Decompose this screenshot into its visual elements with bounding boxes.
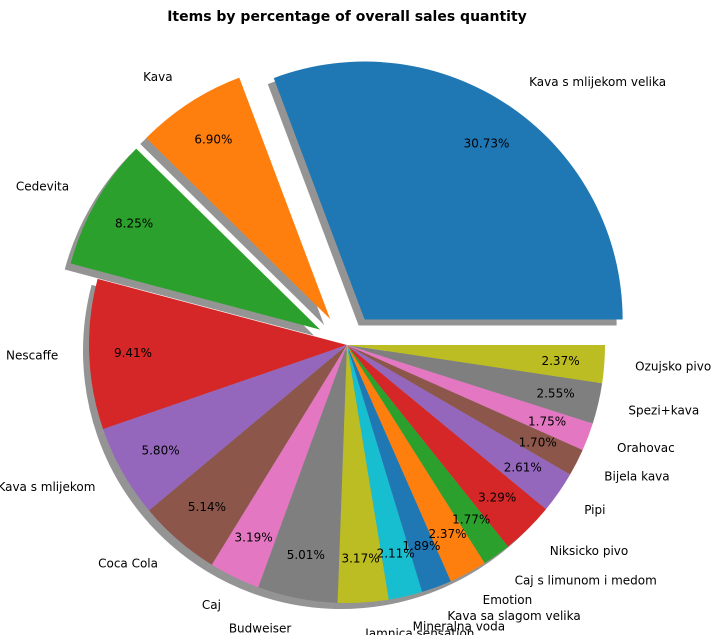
category-label-cedevita: Cedevita bbox=[16, 180, 69, 194]
pct-label-kava-sa-slagom-velika: 1.89% bbox=[402, 539, 440, 553]
pie-slices bbox=[70, 61, 623, 604]
category-label-niksicko-pivo: Niksicko pivo bbox=[550, 544, 629, 558]
category-label-budweiser: Budweiser bbox=[229, 622, 292, 635]
slice-spezi-kava bbox=[347, 345, 603, 424]
pct-label-coca-cola: 5.14% bbox=[188, 500, 226, 514]
pct-label-pipi: 2.61% bbox=[504, 460, 542, 474]
category-label-jamnica-sensation: Jamnica sensation bbox=[364, 626, 474, 635]
category-label-mineralna-voda: Mineralna voda bbox=[413, 619, 505, 633]
pct-label-orahovac: 1.75% bbox=[528, 414, 566, 428]
slice-kava-sa-slagom-velika bbox=[347, 345, 451, 592]
slice-emotion bbox=[347, 345, 485, 582]
pct-label-caj: 3.19% bbox=[235, 531, 273, 545]
pct-label-niksicko-pivo: 3.29% bbox=[478, 491, 516, 505]
pct-label-cedevita: 8.25% bbox=[115, 217, 153, 231]
pct-label-nescaffe: 9.41% bbox=[114, 346, 152, 360]
slice-pipi bbox=[347, 345, 571, 510]
category-label-kava-s-mlijekom: Kava s mlijekom bbox=[0, 480, 95, 494]
category-label-orahovac: Orahovac bbox=[617, 441, 675, 455]
category-label-kava-s-mlijekom-velika: Kava s mlijekom velika bbox=[529, 75, 666, 89]
category-label-ozujsko-pivo: Ozujsko pivo bbox=[635, 359, 711, 373]
pct-label-jamnica-sensation: 3.17% bbox=[341, 552, 379, 566]
slice-bijela-kava bbox=[347, 345, 583, 475]
pct-label-emotion: 2.37% bbox=[428, 527, 466, 541]
slice-jamnica-sensation bbox=[337, 345, 389, 604]
slice-kava bbox=[146, 77, 331, 320]
slice-kava-s-mlijekom bbox=[103, 345, 347, 511]
category-labels: Kava s mlijekom velika Kava Cedevita Nescaf… bbox=[0, 70, 711, 635]
slice-mineralna-voda bbox=[347, 345, 423, 600]
pct-label-ozujsko-pivo: 2.37% bbox=[541, 354, 579, 368]
slice-niksicko-pivo bbox=[347, 345, 547, 547]
slice-nescaffe bbox=[89, 278, 348, 430]
chart-title: Items by percentage of overall sales qua… bbox=[167, 9, 527, 25]
category-label-kava-sa-slagom-velika: Kava sa slagom velika bbox=[447, 609, 580, 623]
pct-label-mineralna-voda: 2.11% bbox=[377, 547, 415, 561]
slice-orahovac bbox=[347, 345, 593, 450]
percentage-labels: 30.73% 6.90% 8.25% 9.41% 5.80% 5.14% 3.19% 5.01… bbox=[114, 133, 580, 566]
slice-kava-s-mlijekom-velika bbox=[273, 61, 623, 320]
pct-label-bijela-kava: 1.70% bbox=[519, 435, 557, 449]
pct-label-kava-s-mlijekom: 5.80% bbox=[141, 443, 179, 457]
pct-label-kava: 6.90% bbox=[194, 133, 232, 147]
category-label-bijela-kava: Bijela kava bbox=[604, 470, 669, 484]
category-label-nescaffe: Nescaffe bbox=[6, 349, 58, 363]
pct-label-spezi-kava: 2.55% bbox=[536, 387, 574, 401]
category-label-caj: Caj bbox=[202, 598, 221, 612]
pct-label-caj-s-limunom-i-medom: 1.77% bbox=[452, 512, 490, 526]
category-label-pipi: Pipi bbox=[584, 503, 605, 517]
pct-label-budweiser: 5.01% bbox=[287, 548, 325, 562]
category-label-coca-cola: Coca Cola bbox=[98, 557, 158, 571]
pct-label-kava-s-mlijekom-velika: 30.73% bbox=[464, 136, 510, 150]
category-label-caj-s-limunom-i-medom: Caj s limunom i medom bbox=[515, 573, 657, 587]
category-label-kava: Kava bbox=[143, 70, 172, 84]
slice-ozujsko-pivo bbox=[347, 345, 605, 384]
slice-coca-cola bbox=[149, 345, 347, 565]
slice-budweiser bbox=[258, 345, 347, 603]
category-label-emotion: Emotion bbox=[483, 593, 533, 607]
slice-caj bbox=[211, 345, 347, 588]
slice-caj-s-limunom-i-medom bbox=[347, 345, 509, 564]
category-label-spezi-kava: Spezi+kava bbox=[628, 404, 699, 418]
slice-cedevita bbox=[70, 148, 321, 330]
